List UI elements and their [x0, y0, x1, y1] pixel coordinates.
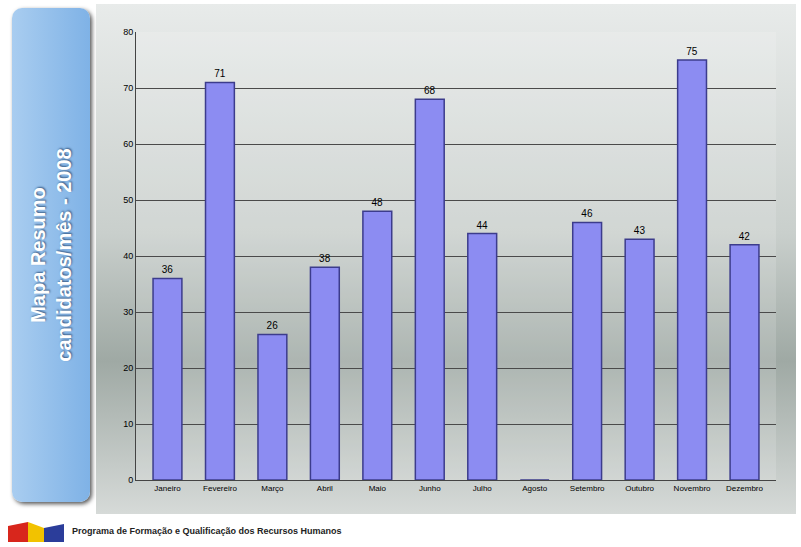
svg-text:71: 71	[214, 68, 226, 79]
svg-text:20: 20	[123, 363, 133, 373]
svg-text:68: 68	[424, 85, 436, 96]
svg-text:Novembro: Novembro	[674, 484, 711, 493]
svg-text:10: 10	[123, 419, 133, 429]
svg-text:26: 26	[267, 320, 279, 331]
svg-text:Setembro: Setembro	[570, 484, 605, 493]
svg-text:44: 44	[476, 220, 488, 231]
svg-text:48: 48	[372, 197, 384, 208]
svg-text:50: 50	[123, 195, 133, 205]
svg-text:60: 60	[123, 139, 133, 149]
svg-text:40: 40	[123, 251, 133, 261]
svg-text:42: 42	[739, 231, 751, 242]
html-text:Programa de Formação e Qualifi: Programa de Formação e Qualificação dos …	[72, 526, 342, 536]
html-text:candidatos/mês - 2008: candidatos/mês - 2008	[53, 148, 75, 362]
svg-text:Maio: Maio	[369, 484, 387, 493]
svg-text:75: 75	[686, 46, 698, 57]
svg-text:Outubro: Outubro	[625, 484, 654, 493]
svg-text:46: 46	[581, 208, 593, 219]
svg-text:70: 70	[123, 83, 133, 93]
svg-text:Junho: Junho	[419, 484, 441, 493]
svg-text:Agosto: Agosto	[522, 484, 547, 493]
svg-text:30: 30	[123, 307, 133, 317]
svg-text:80: 80	[123, 27, 133, 37]
svg-text:Abril: Abril	[317, 484, 333, 493]
html-text:Mapa Resumo: Mapa Resumo	[27, 187, 49, 323]
svg-text:Dezembro: Dezembro	[726, 484, 763, 493]
svg-text:43: 43	[634, 225, 646, 236]
svg-text:Março: Março	[261, 484, 284, 493]
svg-text:38: 38	[319, 253, 331, 264]
svg-text:Janeiro: Janeiro	[154, 484, 181, 493]
svg-text:Fevereiro: Fevereiro	[203, 484, 237, 493]
svg-text:Julho: Julho	[473, 484, 493, 493]
svg-text:0: 0	[128, 475, 133, 485]
svg-text:36: 36	[162, 264, 174, 275]
